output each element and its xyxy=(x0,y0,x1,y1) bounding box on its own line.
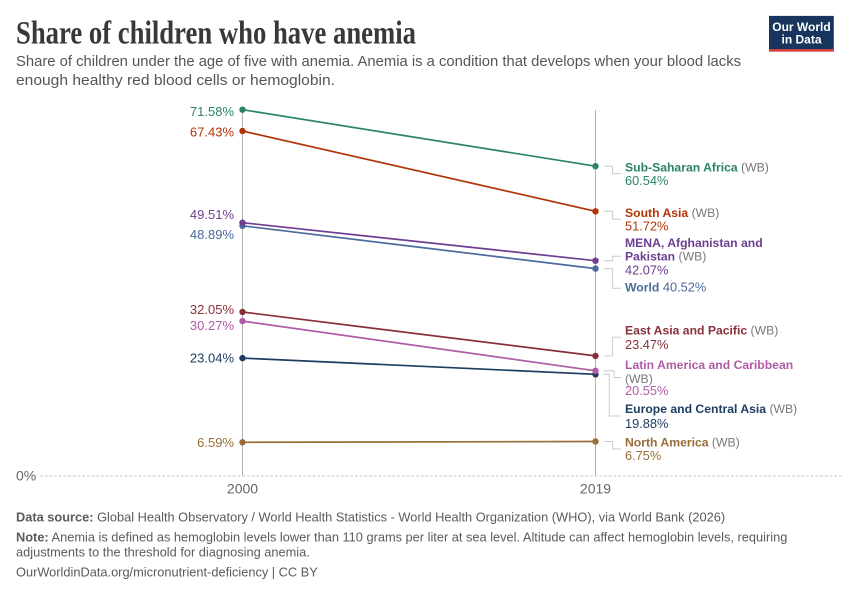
svg-text:Sub-Saharan Africa (WB): Sub-Saharan Africa (WB) xyxy=(625,161,769,175)
svg-text:Data source: Global Health Obs: Data source: Global Health Observatory /… xyxy=(16,510,725,525)
svg-text:51.72%: 51.72% xyxy=(625,219,668,234)
svg-text:Pakistan (WB): Pakistan (WB) xyxy=(625,250,706,264)
svg-text:60.54%: 60.54% xyxy=(625,173,668,188)
svg-text:2000: 2000 xyxy=(227,481,258,497)
svg-text:adjustments to the threshold f: adjustments to the threshold for diagnos… xyxy=(16,545,310,560)
svg-text:in Data: in Data xyxy=(781,32,821,46)
svg-text:2019: 2019 xyxy=(580,481,611,497)
svg-text:Note: Anemia is defined as hem: Note: Anemia is defined as hemoglobin le… xyxy=(16,530,787,545)
svg-text:6.75%: 6.75% xyxy=(625,448,661,463)
svg-text:Our World: Our World xyxy=(772,20,830,34)
svg-text:Share of children under the ag: Share of children under the age of five … xyxy=(16,54,741,70)
svg-text:Europe and Central Asia (WB): Europe and Central Asia (WB) xyxy=(625,402,797,416)
svg-text:49.51%: 49.51% xyxy=(190,207,235,222)
svg-text:71.58%: 71.58% xyxy=(190,104,235,119)
svg-text:MENA, Afghanistan and: MENA, Afghanistan and xyxy=(625,236,763,250)
svg-text:OurWorldinData.org/micronutrie: OurWorldinData.org/micronutrient-deficie… xyxy=(16,565,318,580)
svg-text:32.05%: 32.05% xyxy=(190,302,235,317)
svg-text:42.07%: 42.07% xyxy=(625,263,668,278)
svg-text:30.27%: 30.27% xyxy=(190,318,235,333)
svg-text:20.55%: 20.55% xyxy=(625,383,668,398)
svg-text:23.04%: 23.04% xyxy=(190,351,235,366)
svg-text:World 40.52%: World 40.52% xyxy=(625,280,706,295)
svg-text:South Asia (WB): South Asia (WB) xyxy=(625,206,719,220)
svg-text:0%: 0% xyxy=(16,468,36,484)
svg-text:19.88%: 19.88% xyxy=(625,416,668,431)
svg-text:enough healthy red blood cells: enough healthy red blood cells or hemogl… xyxy=(16,73,335,89)
svg-text:67.43%: 67.43% xyxy=(190,125,235,140)
svg-text:East Asia and Pacific (WB): East Asia and Pacific (WB) xyxy=(625,324,778,338)
svg-text:(WB): (WB) xyxy=(625,372,653,386)
svg-text:Latin America and Caribbean: Latin America and Caribbean xyxy=(625,358,793,372)
svg-text:Share of children who have ane: Share of children who have anemia xyxy=(16,16,416,52)
svg-text:6.59%: 6.59% xyxy=(197,435,234,450)
svg-text:23.47%: 23.47% xyxy=(625,337,668,352)
svg-text:North America (WB): North America (WB) xyxy=(625,436,740,450)
svg-text:48.89%: 48.89% xyxy=(190,227,235,242)
